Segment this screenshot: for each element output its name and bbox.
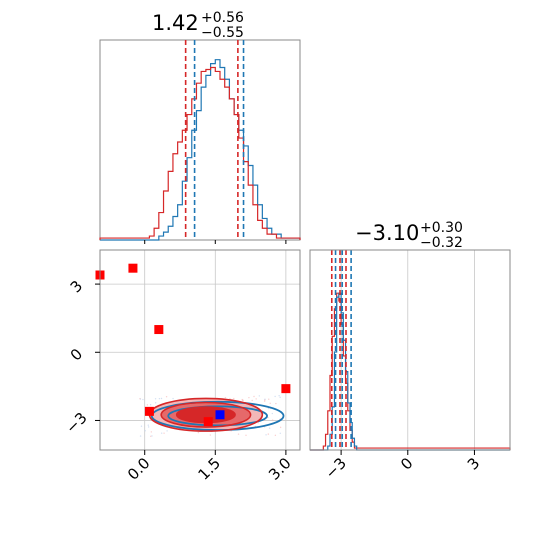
x-tick-label-0: 0.0 [124, 454, 154, 484]
scatter-panel-2d: 0.0 1.5 3.0 3 0 −3 [62, 249, 301, 484]
y-tick-label-0: 3 [67, 277, 86, 296]
red-square-marker-3 [281, 384, 291, 394]
background-sample-point [139, 398, 142, 400]
title-1-value: 1.42 [152, 11, 199, 35]
background-sample-point [271, 412, 274, 415]
blue-contour-line-0 [150, 400, 285, 431]
background-sample-point [158, 397, 161, 400]
title-param-2: −3.10 +0.30 −0.32 [355, 220, 463, 251]
histogram-2-x-tick-label-0: −3 [322, 454, 350, 482]
blue-contour-line-1 [167, 405, 268, 427]
background-sample-point [245, 434, 247, 436]
background-sample-point [160, 432, 163, 434]
title-param-1: 1.42 +0.56 −0.55 [152, 10, 244, 41]
scatter-panel-frame [99, 249, 301, 451]
blue-square-marker-0 [215, 410, 225, 420]
background-sample-point [139, 435, 142, 437]
background-sample-point [264, 398, 266, 400]
background-sample-point [151, 435, 153, 437]
background-sample-point [255, 398, 257, 400]
background-sample-point [263, 400, 266, 402]
background-sample-point [147, 424, 149, 426]
background-sample-point [267, 433, 270, 435]
title-2-upper: +0.30 [420, 220, 463, 236]
background-sample-point [140, 425, 143, 427]
background-sample-point [279, 432, 282, 434]
background-sample-point [279, 396, 281, 399]
background-sample-point [142, 398, 144, 401]
background-sample-point [172, 397, 174, 400]
background-sample-point [251, 399, 253, 402]
red-square-marker-2 [154, 325, 164, 335]
histogram-1-red-series [99, 66, 301, 240]
title-2-value: −3.10 [355, 221, 419, 245]
background-sample-point [224, 396, 227, 399]
background-sample-point [163, 432, 165, 434]
background-sample-point [147, 426, 150, 428]
background-sample-point [197, 431, 200, 434]
background-sample-point [258, 395, 261, 397]
background-sample-point [160, 397, 163, 400]
background-sample-point [265, 434, 267, 436]
y-tick-label-1: 0 [67, 345, 86, 364]
histogram-2-x-tick-label-1: 0 [397, 454, 416, 473]
red-square-marker-4 [144, 406, 154, 416]
title-2-lower: −0.32 [420, 235, 463, 251]
background-sample-point [268, 398, 270, 400]
background-sample-point [253, 395, 255, 398]
background-sample-point [271, 419, 274, 421]
background-sample-point [144, 430, 146, 432]
background-sample-point [165, 396, 168, 398]
background-sample-point [257, 422, 259, 424]
background-sample-point [278, 394, 280, 397]
x-tick-label-2: 3.0 [265, 454, 295, 484]
red-square-marker-5 [203, 417, 213, 427]
histogram-1-blue-series [100, 59, 301, 241]
histogram-2-x-tick-label-2: 3 [464, 454, 483, 473]
y-tick-label-2: −3 [62, 409, 90, 437]
background-sample-point [154, 398, 157, 400]
background-sample-point [274, 434, 277, 437]
histogram-2-frame [309, 249, 511, 451]
histogram-param-2: −3 0 3 [309, 249, 511, 482]
title-1-lower: −0.55 [201, 25, 244, 41]
background-sample-point [149, 404, 152, 406]
background-sample-point [229, 397, 231, 400]
red-contour-line-1 [160, 401, 252, 428]
background-sample-point [209, 434, 212, 436]
background-sample-point [237, 433, 240, 435]
background-sample-point [275, 402, 277, 405]
red-square-marker-1 [128, 263, 138, 273]
background-sample-point [150, 435, 152, 437]
background-sample-point [233, 397, 235, 400]
x-tick-label-1: 1.5 [195, 454, 225, 484]
background-sample-point [274, 395, 276, 398]
histogram-1-frame [99, 39, 301, 241]
background-sample-point [268, 427, 271, 429]
background-sample-point [150, 431, 153, 433]
background-sample-point [242, 399, 244, 401]
histogram-param-1 [99, 39, 301, 244]
background-sample-point [146, 404, 149, 406]
title-1-upper: +0.56 [201, 10, 244, 26]
background-sample-point [248, 396, 250, 399]
background-sample-point [269, 402, 271, 405]
background-sample-point [166, 430, 168, 432]
background-sample-point [267, 416, 269, 419]
background-sample-point [154, 402, 157, 404]
background-sample-point [267, 407, 270, 410]
background-sample-point [279, 426, 282, 429]
